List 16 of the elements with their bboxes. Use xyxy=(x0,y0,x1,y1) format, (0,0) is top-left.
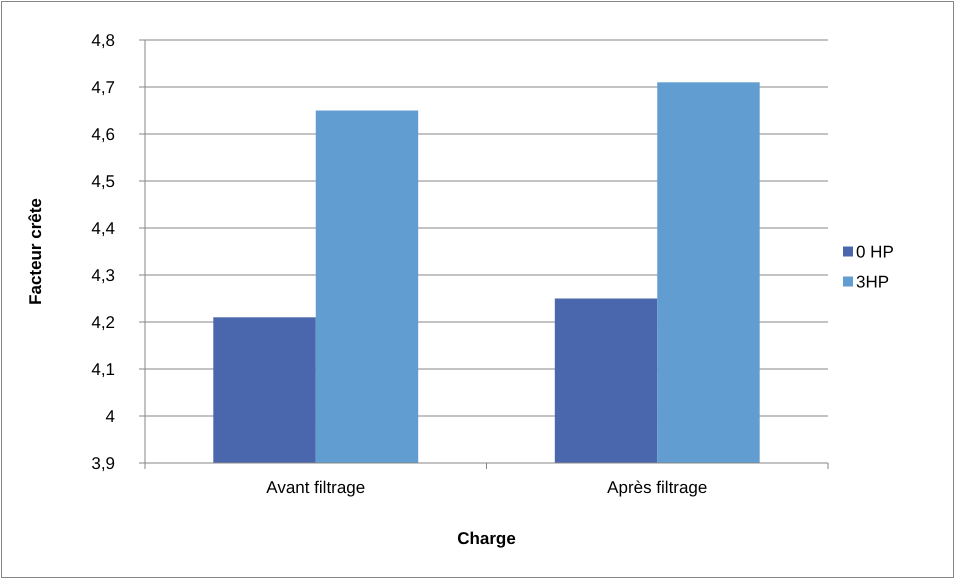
x-axis-title: Charge xyxy=(457,529,516,548)
y-tick-label: 4,4 xyxy=(91,218,115,238)
y-tick-label: 4 xyxy=(106,406,115,426)
legend-label: 0 HP xyxy=(856,242,894,262)
x-tick-label: Avant filtrage xyxy=(266,478,366,497)
y-tick-label: 4,2 xyxy=(91,312,115,332)
y-tick-label: 4,1 xyxy=(91,360,115,379)
x-tick-label: Après filtrage xyxy=(607,478,708,497)
legend-label: 3HP xyxy=(856,272,890,292)
y-tick-label: 4,8 xyxy=(91,30,115,50)
y-axis-title: Facteur crête xyxy=(26,198,45,305)
y-tick-label: 4,5 xyxy=(91,172,115,191)
y-tick-label: 4,3 xyxy=(91,266,115,285)
y-tick-label: 3,9 xyxy=(91,454,115,473)
y-tick-label: 4,6 xyxy=(91,124,115,144)
y-tick-label: 4,7 xyxy=(91,78,115,97)
